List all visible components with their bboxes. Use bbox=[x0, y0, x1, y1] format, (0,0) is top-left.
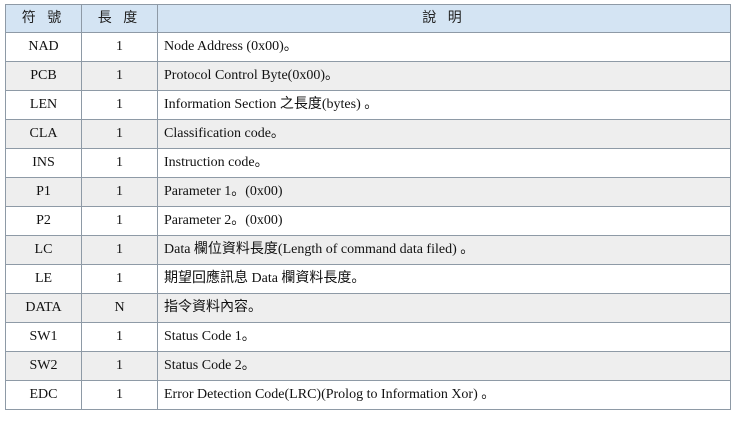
table-header: 符 號 長 度 說 明 bbox=[5, 4, 731, 33]
cell-code: P2 bbox=[5, 206, 82, 236]
cell-length: 1 bbox=[81, 206, 158, 236]
cell-length: 1 bbox=[81, 32, 158, 62]
header-length: 長 度 bbox=[81, 4, 158, 33]
table-row: CLA 1 Classification code。 bbox=[5, 119, 731, 149]
cell-length: 1 bbox=[81, 322, 158, 352]
cell-code: LC bbox=[5, 235, 82, 265]
field-definition-table: 符 號 長 度 說 明 NAD 1 Node Address (0x00)。 P… bbox=[5, 4, 731, 410]
cell-description: Protocol Control Byte(0x00)。 bbox=[157, 61, 731, 91]
table-row: LE 1 期望回應訊息 Data 欄資料長度。 bbox=[5, 264, 731, 294]
cell-description: Information Section 之長度(bytes) 。 bbox=[157, 90, 731, 120]
cell-description: Parameter 1。(0x00) bbox=[157, 177, 731, 207]
cell-length: 1 bbox=[81, 148, 158, 178]
cell-code: DATA bbox=[5, 293, 82, 323]
table-row: NAD 1 Node Address (0x00)。 bbox=[5, 32, 731, 62]
cell-length: 1 bbox=[81, 235, 158, 265]
cell-length: 1 bbox=[81, 351, 158, 381]
cell-code: NAD bbox=[5, 32, 82, 62]
table-row: EDC 1 Error Detection Code(LRC)(Prolog t… bbox=[5, 380, 731, 410]
cell-code: EDC bbox=[5, 380, 82, 410]
cell-length: N bbox=[81, 293, 158, 323]
cell-description: 期望回應訊息 Data 欄資料長度。 bbox=[157, 264, 731, 294]
cell-description: Parameter 2。(0x00) bbox=[157, 206, 731, 236]
cell-description: Status Code 1。 bbox=[157, 322, 731, 352]
cell-description: Instruction code。 bbox=[157, 148, 731, 178]
cell-description: 指令資料內容。 bbox=[157, 293, 731, 323]
cell-description: Data 欄位資料長度(Length of command data filed… bbox=[157, 235, 731, 265]
cell-length: 1 bbox=[81, 61, 158, 91]
header-row: 符 號 長 度 說 明 bbox=[5, 4, 731, 33]
cell-description: Node Address (0x00)。 bbox=[157, 32, 731, 62]
cell-code: LE bbox=[5, 264, 82, 294]
table-row: SW2 1 Status Code 2。 bbox=[5, 351, 731, 381]
table-row: SW1 1 Status Code 1。 bbox=[5, 322, 731, 352]
cell-code: P1 bbox=[5, 177, 82, 207]
cell-length: 1 bbox=[81, 380, 158, 410]
cell-code: SW1 bbox=[5, 322, 82, 352]
table-row: LC 1 Data 欄位資料長度(Length of command data … bbox=[5, 235, 731, 265]
cell-description: Error Detection Code(LRC)(Prolog to Info… bbox=[157, 380, 731, 410]
table-body: NAD 1 Node Address (0x00)。 PCB 1 Protoco… bbox=[5, 32, 731, 410]
table-row: P1 1 Parameter 1。(0x00) bbox=[5, 177, 731, 207]
cell-description: Classification code。 bbox=[157, 119, 731, 149]
cell-description: Status Code 2。 bbox=[157, 351, 731, 381]
cell-code: SW2 bbox=[5, 351, 82, 381]
table-row: P2 1 Parameter 2。(0x00) bbox=[5, 206, 731, 236]
cell-length: 1 bbox=[81, 119, 158, 149]
cell-code: CLA bbox=[5, 119, 82, 149]
cell-code: LEN bbox=[5, 90, 82, 120]
cell-code: INS bbox=[5, 148, 82, 178]
field-table-container: 符 號 長 度 說 明 NAD 1 Node Address (0x00)。 P… bbox=[5, 4, 731, 410]
table-row: LEN 1 Information Section 之長度(bytes) 。 bbox=[5, 90, 731, 120]
table-row: INS 1 Instruction code。 bbox=[5, 148, 731, 178]
cell-code: PCB bbox=[5, 61, 82, 91]
table-row: DATA N 指令資料內容。 bbox=[5, 293, 731, 323]
cell-length: 1 bbox=[81, 90, 158, 120]
header-description: 說 明 bbox=[157, 4, 731, 33]
header-code: 符 號 bbox=[5, 4, 82, 33]
cell-length: 1 bbox=[81, 177, 158, 207]
cell-length: 1 bbox=[81, 264, 158, 294]
table-row: PCB 1 Protocol Control Byte(0x00)。 bbox=[5, 61, 731, 91]
